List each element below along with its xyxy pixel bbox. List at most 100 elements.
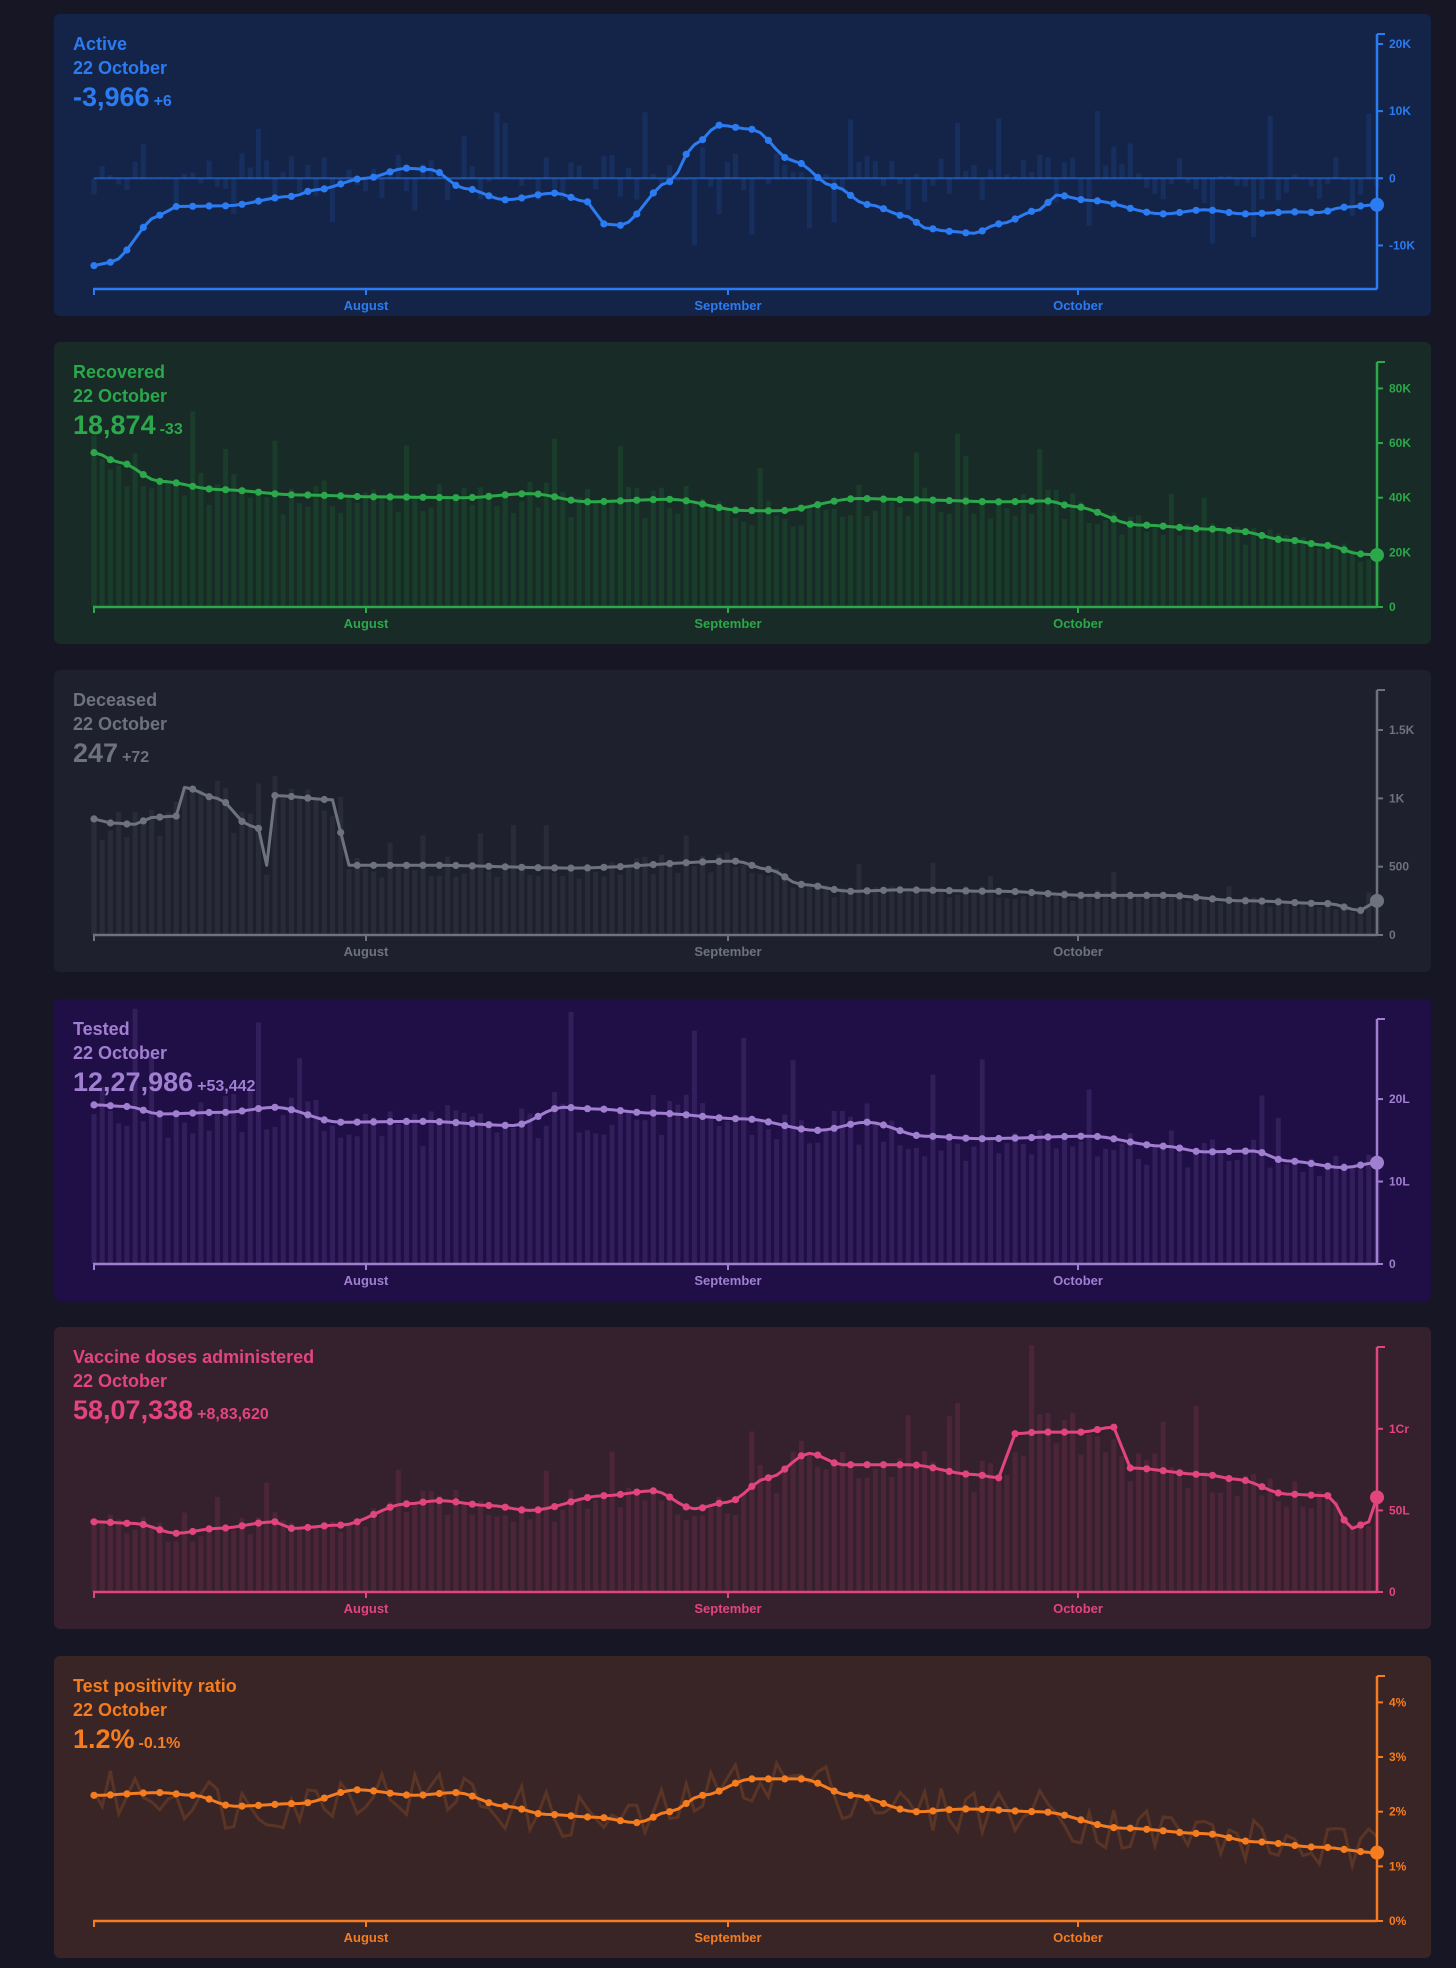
data-point[interactable] [1307,1491,1315,1499]
data-point[interactable] [106,1518,114,1526]
data-point[interactable] [1274,898,1282,906]
data-point[interactable] [1258,209,1266,217]
data-point[interactable] [370,1787,378,1795]
data-point[interactable] [1357,1521,1365,1529]
data-point[interactable] [764,507,773,515]
data-point[interactable] [1357,1161,1365,1169]
data-point[interactable] [978,498,986,506]
data-point[interactable] [402,861,411,869]
data-point[interactable] [222,1108,230,1116]
data-point[interactable] [633,862,641,870]
data-point[interactable] [287,1524,295,1532]
data-point[interactable] [1324,207,1332,215]
data-point[interactable] [254,197,263,205]
data-point[interactable] [156,211,164,219]
data-point[interactable] [567,193,575,201]
data-point[interactable] [847,1120,855,1128]
data-point[interactable] [912,1461,921,1469]
data-point[interactable] [600,863,608,871]
data-point[interactable] [1208,525,1217,533]
data-point[interactable] [501,491,509,499]
data-point[interactable] [139,1789,147,1797]
data-point[interactable] [501,863,509,871]
data-point[interactable] [468,862,476,870]
data-point[interactable] [715,857,723,865]
chart-panel-3[interactable]: August September October 20L 10L 0 Tested 22 Oc… [54,999,1431,1301]
data-point[interactable] [238,1802,246,1810]
data-point[interactable] [896,211,904,219]
data-point[interactable] [649,496,657,504]
data-point[interactable] [139,1520,147,1529]
data-point[interactable] [731,1115,740,1123]
data-point[interactable] [814,1779,822,1787]
data-point[interactable] [616,497,625,505]
data-point[interactable] [814,1126,822,1134]
data-point[interactable] [1258,1149,1266,1157]
data-point[interactable] [419,1498,427,1506]
current-point-marker[interactable] [1370,1845,1384,1860]
data-point[interactable] [1110,200,1118,208]
data-point[interactable] [1324,1162,1332,1170]
data-point[interactable] [1110,1423,1118,1431]
data-point[interactable] [731,1779,740,1787]
data-point[interactable] [1225,1475,1233,1483]
data-point[interactable] [353,1118,361,1126]
data-point[interactable] [1225,1834,1233,1842]
data-point[interactable] [649,1109,657,1117]
data-point[interactable] [468,1500,476,1508]
data-point[interactable] [649,1813,657,1821]
data-point[interactable] [156,1526,164,1534]
data-point[interactable] [962,1470,970,1478]
data-point[interactable] [501,196,509,204]
data-point[interactable] [1028,1134,1036,1142]
data-point[interactable] [962,887,970,895]
data-point[interactable] [534,1810,542,1818]
data-point[interactable] [616,1817,625,1825]
data-point[interactable] [1110,1135,1118,1143]
data-point[interactable] [633,210,641,218]
data-point[interactable] [945,227,953,235]
data-point[interactable] [386,1789,394,1797]
data-point[interactable] [337,492,345,500]
data-point[interactable] [238,1107,246,1115]
data-point[interactable] [995,498,1003,506]
data-point[interactable] [1159,522,1167,530]
data-point[interactable] [189,482,197,490]
data-point[interactable] [304,1523,312,1532]
data-point[interactable] [353,1786,361,1794]
data-point[interactable] [1028,888,1036,897]
data-point[interactable] [781,153,789,162]
data-point[interactable] [353,861,361,869]
data-point[interactable] [238,200,246,208]
data-point[interactable] [370,173,378,181]
data-point[interactable] [682,1799,690,1808]
data-point[interactable] [320,795,328,804]
data-point[interactable] [518,1805,526,1813]
data-point[interactable] [238,487,246,495]
data-point[interactable] [1028,497,1036,505]
data-point[interactable] [715,1114,723,1122]
data-point[interactable] [600,1105,608,1113]
data-point[interactable] [123,460,131,468]
data-point[interactable] [797,1452,805,1460]
data-point[interactable] [320,1522,328,1530]
data-point[interactable] [238,1522,246,1530]
data-point[interactable] [781,1122,789,1130]
data-point[interactable] [320,1116,328,1124]
data-point[interactable] [205,202,213,210]
data-point[interactable] [468,1792,476,1800]
data-point[interactable] [1176,1828,1184,1836]
data-point[interactable] [699,858,707,866]
data-point[interactable] [583,498,592,506]
data-point[interactable] [172,812,180,820]
data-point[interactable] [814,1451,822,1459]
data-point[interactable] [912,496,921,504]
data-point[interactable] [583,864,592,872]
data-point[interactable] [534,1506,542,1514]
data-point[interactable] [1077,196,1085,204]
data-point[interactable] [1357,1848,1365,1856]
data-point[interactable] [1324,1843,1332,1852]
data-point[interactable] [978,227,986,235]
data-point[interactable] [847,887,855,895]
data-point[interactable] [435,1118,443,1126]
